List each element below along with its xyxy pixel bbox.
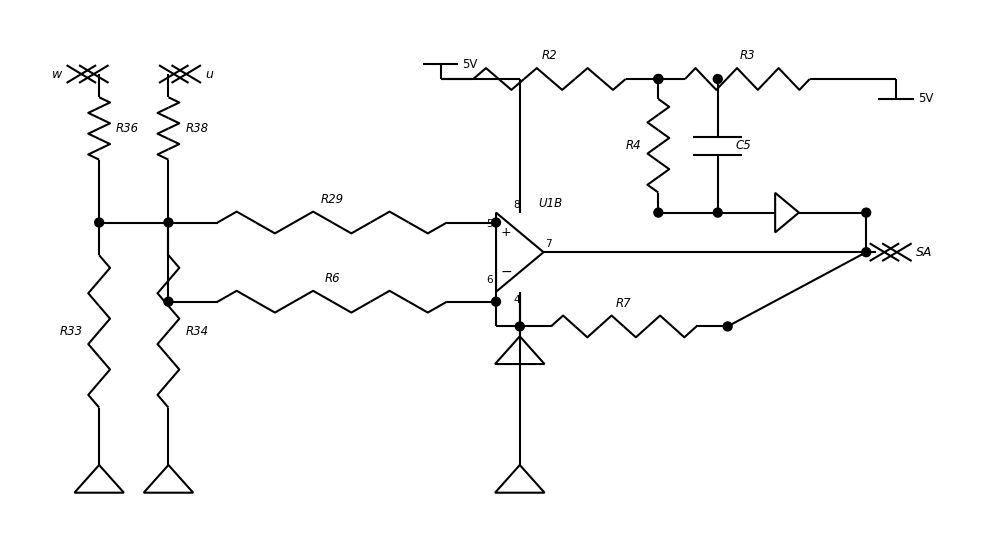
Text: 5: 5 (486, 220, 493, 229)
Text: R7: R7 (616, 296, 632, 309)
Text: R4: R4 (626, 139, 642, 152)
Text: R34: R34 (185, 325, 208, 338)
Text: 5V: 5V (462, 57, 478, 70)
Text: w: w (52, 68, 63, 81)
Circle shape (713, 75, 722, 83)
Text: +: + (501, 226, 511, 239)
Text: 6: 6 (486, 275, 493, 285)
Circle shape (164, 297, 173, 306)
Circle shape (492, 297, 500, 306)
Text: R6: R6 (324, 272, 340, 285)
Text: 5V: 5V (918, 92, 933, 105)
Text: 7: 7 (546, 239, 552, 249)
Text: R38: R38 (185, 122, 208, 135)
Text: R33: R33 (59, 325, 82, 338)
Text: SA: SA (916, 246, 932, 259)
Circle shape (654, 208, 663, 217)
Circle shape (164, 218, 173, 227)
Text: u: u (205, 68, 213, 81)
Text: R2: R2 (542, 49, 557, 62)
Text: 8: 8 (513, 199, 520, 210)
Circle shape (654, 75, 663, 83)
Circle shape (95, 218, 104, 227)
Text: −: − (500, 265, 512, 279)
Text: R36: R36 (116, 122, 139, 135)
Text: U1B: U1B (539, 197, 563, 210)
Circle shape (492, 218, 500, 227)
Circle shape (862, 248, 871, 257)
Circle shape (862, 208, 871, 217)
Text: 4: 4 (513, 295, 520, 305)
Text: R29: R29 (321, 192, 344, 205)
Circle shape (515, 322, 524, 331)
Circle shape (723, 322, 732, 331)
Text: C5: C5 (736, 139, 751, 152)
Text: R3: R3 (740, 49, 755, 62)
Circle shape (713, 208, 722, 217)
Circle shape (654, 75, 663, 83)
